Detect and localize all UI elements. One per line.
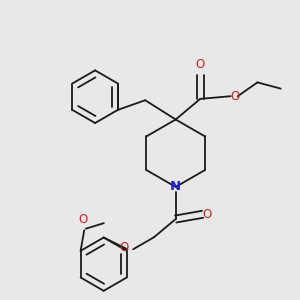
Text: O: O	[230, 90, 239, 103]
Text: O: O	[78, 213, 87, 226]
Text: O: O	[119, 241, 128, 254]
Text: O: O	[196, 58, 205, 71]
Text: N: N	[170, 180, 181, 194]
Text: O: O	[202, 208, 212, 221]
